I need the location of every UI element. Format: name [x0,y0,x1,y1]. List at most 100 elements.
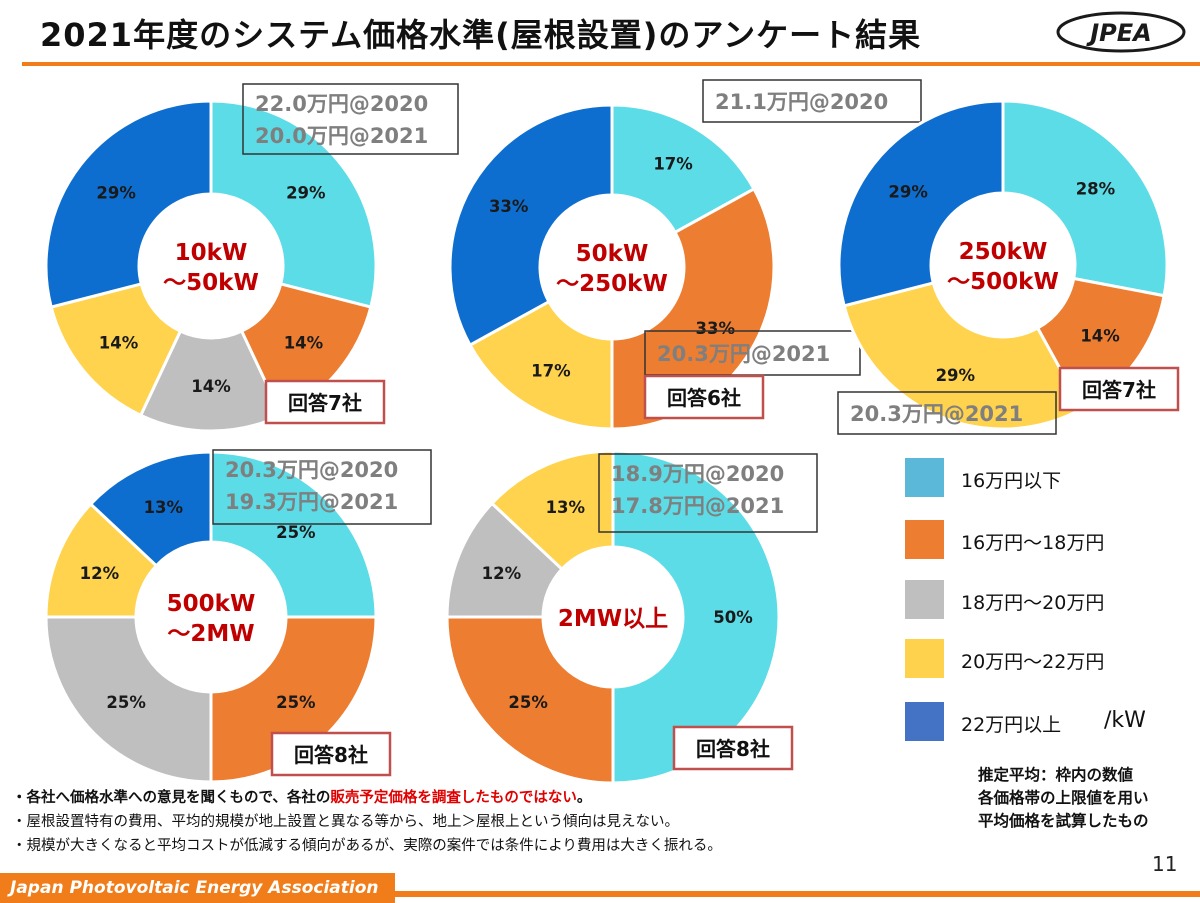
notes: ・各社へ価格水準への意見を聞くもので、各社の販売予定価格を調査したものではない。… [12,786,722,858]
legend-swatch [905,639,944,678]
legend-unit: /kW [1104,708,1146,733]
donut-slice [445,615,615,785]
slice-percent-label: 17% [531,361,571,380]
respondents-box [672,725,794,771]
legend-swatch [905,458,944,497]
center-label: ～250kW [556,271,668,297]
estimate-note-line: 各価格帯の上限値を用い [978,789,1149,807]
center-label: 500kW [167,591,256,617]
note-line-3: ・規模が大きくなると平均コストが低減する傾向があるが、実際の案件では条件により費… [12,838,722,854]
slice-percent-label: 25% [276,693,316,712]
note-highlight: 販売予定価格を調査したものではない [330,790,577,806]
donut-slice [209,615,378,784]
donut-slice [88,450,213,568]
respondents-box [264,379,386,425]
note-line-2: ・屋根設置特有の費用、平均的規模が地上設置と異なる等から、地上＞屋根上という傾向… [12,814,679,830]
note-line-1: ・各社へ価格水準への意見を聞くもので、各社の販売予定価格を調査したものではない。 [12,786,722,810]
center-label: 250kW [959,239,1048,265]
footer-line [395,891,1200,897]
slice-percent-label: 25% [276,523,316,542]
slice-percent-label: 17% [653,155,693,174]
respondents-count: 回答6社 [667,386,741,410]
legend-swatch [905,702,944,741]
donut-slice [610,103,756,235]
center-label: ～500kW [947,269,1059,295]
page-title: 2021年度のシステム価格水準(屋根設置)のアンケート結果 [40,16,922,54]
slice-percent-label: 14% [1080,327,1120,346]
legend-item: 16万円以下 [905,458,1185,498]
center-label: 10kW [175,240,248,266]
jpea-logo: JPEA [1056,11,1186,53]
price-value: 20.3万円@2021 [850,402,1023,426]
donut-slice [138,329,284,433]
slice-percent-label: 13% [144,498,184,517]
slice-percent-label: 33% [696,319,736,338]
legend-label: 16万円以下 [961,470,1062,492]
price-box [702,79,922,123]
slice-percent-label: 12% [482,564,522,583]
price-box [598,453,818,533]
title-underline [22,62,1200,66]
respondents-count: 回答7社 [1082,378,1156,402]
legend-swatch [905,520,944,559]
slice-percent-label: 14% [99,333,139,352]
center-label: 2MW以上 [558,606,668,632]
estimate-note: 推定平均：枠内の数値 各価格帯の上限値を用い 平均価格を試算したもの [978,764,1149,833]
respondents-count: 回答8社 [696,737,770,761]
legend-item: 16万円～18万円 [905,520,1185,560]
slice-percent-label: 25% [106,693,146,712]
center-label: 50kW [576,241,649,267]
legend-item: 20万円～22万円 [905,639,1185,679]
logo-text: JPEA [1086,19,1152,47]
slice-percent-label: 14% [191,377,231,396]
price-value: 20.3万円@2021 [657,342,830,366]
note-text: 。 [576,790,592,806]
respondents-box [270,731,392,777]
slice-percent-label: 33% [489,197,529,216]
donut-slice [489,449,615,572]
slice-percent-label: 25% [508,693,548,712]
slice-percent-label: 13% [546,498,586,517]
slice-percent-label: 50% [713,608,753,627]
center-label: ～2MW [167,621,254,647]
donut-slice [448,103,614,348]
legend-item: 22万円以上 [905,702,1185,742]
legend-label: 16万円～18万円 [961,532,1105,554]
center-label: ～50kW [163,270,259,296]
legend-item: 18万円～20万円 [905,580,1185,620]
price-box [242,83,459,155]
donut-slice [468,299,614,431]
donut-slice [209,450,378,619]
price-value: 17.8万円@2021 [611,494,784,518]
donut-slice [1001,99,1169,298]
slice-percent-label: 29% [888,182,928,201]
price-box [837,391,1057,435]
donut-slice [209,99,378,309]
price-value: 20.0万円@2021 [255,124,428,148]
note-text: ・各社へ価格水準への意見を聞くもので、各社の [12,790,331,806]
estimate-note-line: 推定平均：枠内の数値 [978,766,1134,784]
price-value: 20.3万円@2020 [225,458,398,482]
slice-percent-label: 14% [284,333,324,352]
slice-percent-label: 28% [1076,180,1116,199]
donut-slice [44,99,213,309]
slice-percent-label: 29% [936,366,976,385]
price-value: 21.1万円@2020 [715,90,888,114]
donut-slice [837,99,1005,308]
slice-percent-label: 29% [96,183,136,202]
legend-label: 20万円～22万円 [961,651,1105,673]
slice-percent-label: 12% [80,564,120,583]
respondents-count: 回答7社 [288,391,362,415]
donut-slice [49,282,183,418]
respondents-box [643,374,765,420]
legend-swatch [905,580,944,619]
legend-label: 18万円～20万円 [961,592,1105,614]
page-number: 11 [1152,852,1178,876]
respondents-count: 回答8社 [294,743,368,767]
footer-organization: Japan Photovoltaic Energy Association [0,873,395,903]
respondents-box [1058,366,1180,412]
price-value: 18.9万円@2020 [611,462,784,486]
price-value: 19.3万円@2021 [225,490,398,514]
estimate-note-line: 平均価格を試算したもの [978,812,1149,830]
